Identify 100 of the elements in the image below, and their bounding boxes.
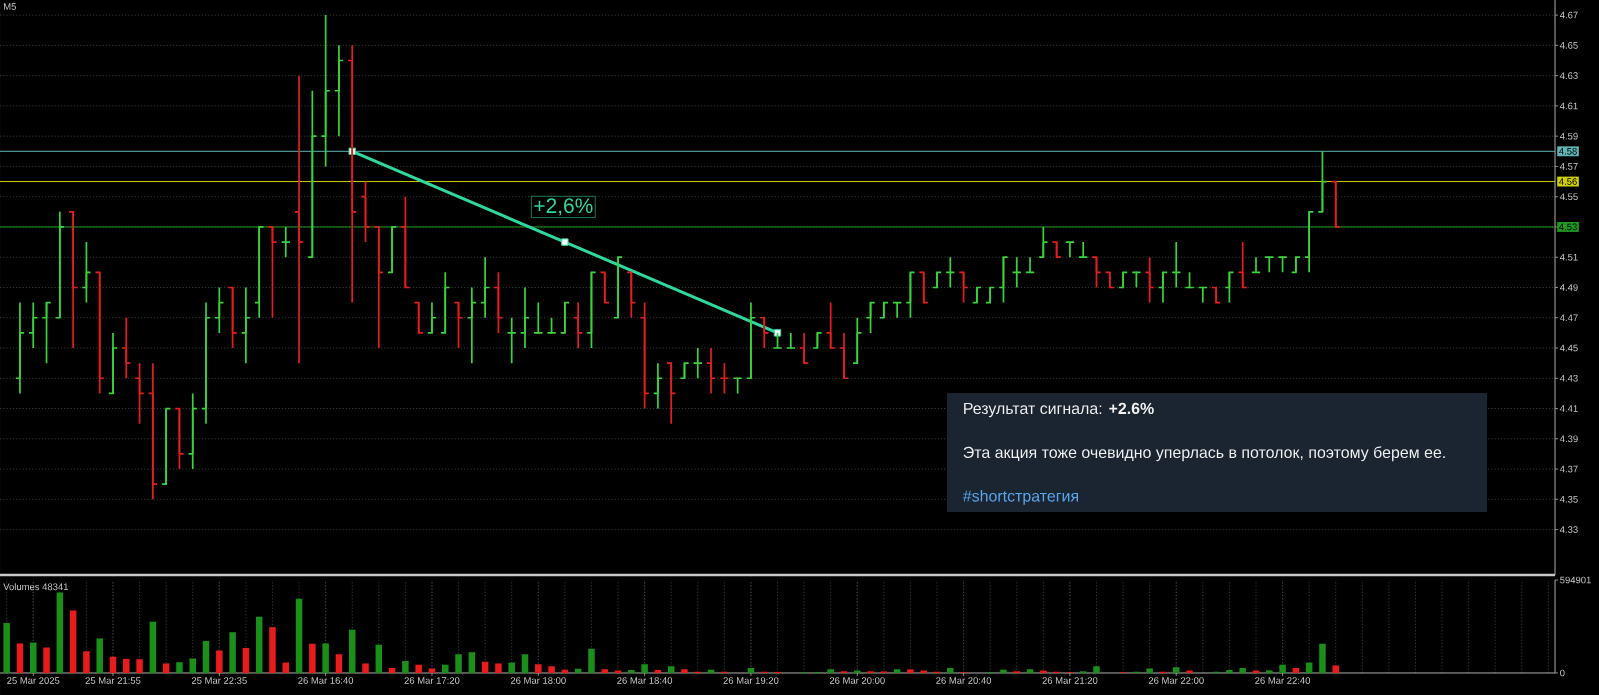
x-tick-label: 26 Mar 22:40 (1255, 677, 1311, 684)
bar (481, 661, 489, 673)
y-tick-label: 4.57 (1559, 163, 1578, 170)
candlestick (878, 301, 889, 319)
candlestick (360, 180, 371, 243)
y-tick-label: 4.33 (1559, 526, 1578, 533)
y-tick-label: 4.63 (1559, 72, 1578, 79)
bar (348, 629, 356, 673)
candlestick (931, 271, 943, 289)
bar (893, 669, 901, 673)
candlestick (1290, 256, 1301, 274)
bar (1186, 670, 1193, 673)
candlestick (1024, 256, 1036, 274)
bar (402, 660, 409, 673)
bar (628, 670, 635, 673)
candlestick (81, 241, 92, 304)
candlestick (426, 301, 438, 334)
candlestick (94, 271, 105, 395)
y-tick-label: 4.37 (1559, 465, 1578, 473)
candlestick (759, 316, 770, 349)
candlestick (280, 226, 291, 259)
candlestick (519, 286, 531, 349)
candlestick (320, 14, 331, 168)
candlestick (1237, 241, 1248, 289)
y-tick-label: 4.67 (1559, 11, 1578, 19)
candlestick (1197, 286, 1208, 304)
y-tick-label: 4.51 (1559, 253, 1578, 261)
candlestick (14, 301, 25, 395)
bar (162, 663, 170, 673)
candlestick (333, 44, 344, 138)
x-tick-label: 26 Mar 21:20 (1042, 677, 1098, 684)
candlestick (546, 316, 557, 334)
candlestick (121, 316, 132, 380)
bar (1292, 667, 1300, 673)
bar (29, 642, 37, 673)
candlestick (852, 316, 863, 364)
candlestick (971, 286, 982, 304)
bar (136, 659, 143, 673)
candlestick (387, 226, 398, 274)
candlestick (466, 286, 477, 364)
bar (1252, 670, 1260, 673)
candlestick (652, 362, 663, 410)
candlestick (945, 256, 956, 289)
candlestick (1011, 256, 1022, 289)
bar (1279, 664, 1286, 673)
y-tick-label: 4.43 (1559, 374, 1578, 382)
candlestick (612, 256, 624, 319)
candlestick (533, 301, 544, 334)
candlestick (147, 362, 158, 501)
bar (854, 670, 861, 673)
candlestick (294, 74, 305, 364)
candlestick (107, 332, 119, 395)
x-tick-label: 25 Mar 2025 (7, 677, 60, 684)
bar (1319, 643, 1326, 673)
candlestick (54, 210, 65, 319)
candlestick (1104, 271, 1115, 289)
bar (614, 670, 622, 673)
bar (495, 663, 502, 673)
candlestick (799, 332, 810, 364)
candlestick (706, 347, 717, 395)
candlestick (254, 226, 265, 319)
candlestick (838, 332, 850, 380)
annotation: #shortстратегия (962, 489, 1078, 505)
candlestick (785, 332, 796, 349)
bar (1000, 669, 1007, 673)
x-tick-label: 26 Mar 18:00 (510, 677, 566, 684)
bar (442, 664, 449, 673)
y-tick-label: 4.35 (1559, 495, 1578, 503)
bar (189, 658, 196, 673)
y-tick-label: 4.59 (1559, 132, 1578, 140)
y-tick-label: 4.47 (1559, 314, 1578, 321)
x-tick-label: 26 Mar 22:00 (1148, 677, 1204, 684)
candlestick (493, 271, 504, 334)
bar (1026, 669, 1034, 673)
bar (601, 669, 608, 673)
ref-line-label: 4.58 (1559, 147, 1577, 155)
candlestick (599, 271, 610, 304)
bar (295, 598, 303, 673)
candlestick (1064, 241, 1075, 259)
bar (322, 643, 329, 673)
candlestick (1304, 210, 1315, 274)
candlestick (134, 362, 145, 425)
bar (681, 669, 688, 673)
y-tick-label: 4.65 (1559, 42, 1578, 49)
candlestick (626, 271, 637, 319)
chart-title: M5 (4, 3, 16, 10)
bar (1093, 666, 1100, 673)
bar (388, 667, 396, 673)
bar (588, 648, 595, 673)
bar (1172, 667, 1180, 673)
bar (521, 654, 529, 673)
bar (335, 654, 343, 673)
y-tick-label: 4.55 (1559, 193, 1578, 200)
ref-line-label: 4.56 (1559, 178, 1577, 185)
bar (548, 666, 555, 673)
bar (508, 662, 515, 673)
point (773, 329, 782, 337)
candlestick (187, 392, 198, 470)
bar (216, 650, 223, 673)
bar (43, 647, 50, 673)
